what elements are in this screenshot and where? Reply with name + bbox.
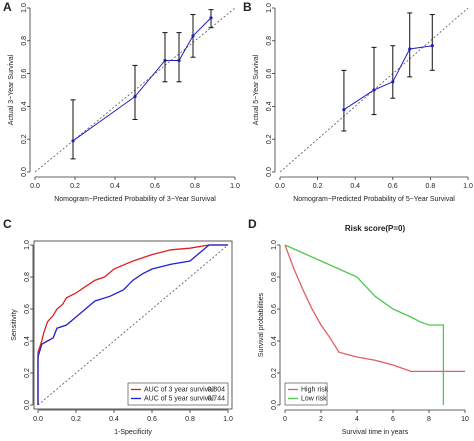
y-tick-label: 1.0	[271, 240, 278, 250]
x-tick-label: 0	[283, 416, 287, 423]
y-tick-label: 0.0	[21, 167, 28, 177]
x-tick-label: 0.0	[33, 416, 43, 423]
x-tick-label: 2	[319, 416, 323, 423]
curve	[37, 244, 228, 405]
point	[391, 80, 395, 84]
legend-label: Low risk	[301, 395, 327, 402]
y-tick-label: 0.2	[271, 368, 278, 378]
x-axis-label: Nomogram−Predicted Probability of 5−Year…	[293, 196, 455, 203]
x-tick-label: 0.2	[71, 416, 81, 423]
x-tick-label: 0.0	[275, 183, 285, 190]
y-tick-label: 1.0	[24, 240, 31, 250]
x-tick-label: 8	[427, 416, 431, 423]
x-tick-label: 1.0	[463, 183, 473, 190]
legend-auc: 0.804	[207, 386, 225, 393]
point	[133, 94, 137, 99]
curve	[284, 244, 445, 405]
panel-letter: B	[243, 0, 252, 14]
panel-letter: A	[3, 0, 12, 14]
y-tick-label: 0.6	[21, 69, 28, 79]
y-tick-label: 0.2	[21, 134, 28, 144]
y-tick-label: 0.8	[24, 272, 31, 282]
point	[430, 44, 434, 48]
x-tick-label: 4	[355, 416, 359, 423]
legend-label: AUC of 5 year survival:	[144, 395, 216, 402]
x-tick-label: 0.8	[185, 416, 195, 423]
curve	[37, 244, 228, 405]
x-axis-label: Nomogram−Predicted Probability of 3−Year…	[54, 196, 216, 203]
y-axis-label: Actual 5−Year Survival	[253, 54, 260, 125]
x-tick-label: 0.6	[388, 183, 398, 190]
point	[408, 47, 412, 51]
y-tick-label: 0.8	[21, 36, 28, 46]
point	[342, 108, 346, 112]
y-tick-label: 0.6	[266, 69, 273, 79]
x-tick-label: 1.0	[230, 183, 240, 190]
y-tick-label: 0.2	[266, 134, 273, 144]
point	[191, 34, 195, 38]
x-tick-label: 0.0	[30, 183, 40, 190]
chart-title: Risk score(P=0)	[345, 224, 406, 233]
y-tick-label: 1.0	[266, 3, 273, 13]
x-axis-label: Survival time in years	[342, 429, 409, 436]
point	[177, 58, 181, 63]
curve	[284, 244, 465, 373]
y-tick-label: 0.4	[271, 336, 278, 346]
plot-frame	[33, 240, 233, 410]
y-axis-label: Actual 3−Year Survival	[8, 54, 15, 125]
y-tick-label: 0.6	[271, 304, 278, 314]
y-tick-label: 0.8	[266, 36, 273, 46]
x-tick-label: 0.2	[70, 183, 80, 190]
legend-box	[284, 382, 328, 406]
legend-box	[127, 382, 229, 406]
x-tick-label: 0.6	[150, 183, 160, 190]
x-tick-label: 0.8	[426, 183, 436, 190]
x-axis-label: 1-Specificity	[114, 429, 152, 436]
x-tick-label: 0.6	[147, 416, 157, 423]
reference-diagonal	[37, 244, 229, 406]
x-tick-label: 0.2	[313, 183, 323, 190]
point	[163, 58, 167, 63]
x-tick-label: 0.4	[350, 183, 360, 190]
y-axis-label: Sensitivity	[11, 309, 18, 341]
y-tick-label: 0.4	[24, 336, 31, 346]
point	[209, 16, 213, 20]
y-tick-label: 0.4	[21, 101, 28, 111]
panel-letter: D	[248, 217, 257, 231]
y-axis-label: Survival probabilities	[258, 292, 265, 357]
y-tick-label: 0.6	[24, 304, 31, 314]
y-tick-label: 1.0	[21, 3, 28, 13]
y-tick-label: 0.0	[271, 400, 278, 410]
y-tick-label: 0.4	[266, 101, 273, 111]
point	[71, 139, 75, 143]
x-tick-label: 6	[391, 416, 395, 423]
calibration-line	[72, 17, 212, 142]
x-tick-label: 10	[461, 416, 469, 423]
x-tick-label: 1.0	[223, 416, 233, 423]
point	[372, 88, 376, 92]
x-tick-label: 0.8	[190, 183, 200, 190]
panel-letter: C	[3, 217, 12, 231]
x-tick-label: 0.4	[110, 183, 120, 190]
x-tick-label: 0.4	[109, 416, 119, 423]
legend-label: High risk	[301, 386, 329, 393]
legend-label: AUC of 3 year survival:	[144, 386, 216, 393]
y-tick-label: 0.2	[24, 368, 31, 378]
legend-auc: 0.744	[207, 395, 225, 402]
y-tick-label: 0.8	[271, 272, 278, 282]
y-tick-label: 0.0	[266, 167, 273, 177]
y-tick-label: 0.0	[24, 400, 31, 410]
